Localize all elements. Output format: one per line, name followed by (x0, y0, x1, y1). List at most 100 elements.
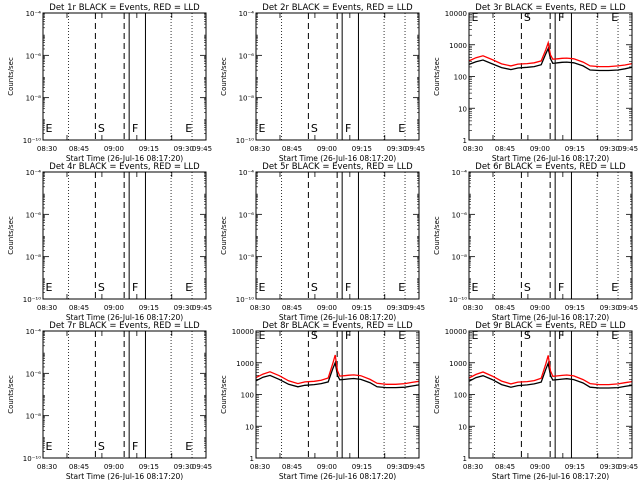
plot-frame (42, 330, 207, 459)
x-tick-label: 09:45 (618, 304, 638, 312)
y-axis-label: Counts/sec (220, 216, 228, 255)
panel-title: Det 7r BLACK = Events, RED = LLD (49, 321, 200, 331)
x-tick-label: 08:30 (250, 145, 270, 153)
x-tick-label: 08:45 (282, 145, 302, 153)
x-tick-label: 09:15 (139, 304, 159, 312)
marker-label-f: F (558, 281, 564, 294)
marker-label-f: F (345, 281, 351, 294)
detector-panel-4: Det 4r BLACK = Events, RED = LLD Counts/s… (7, 162, 212, 322)
panel-title: Det 6r BLACK = Events, RED = LLD (475, 162, 626, 172)
plot-frame (468, 330, 633, 459)
x-tick-label: 08:30 (463, 304, 483, 312)
y-axis-label: Counts/sec (7, 57, 15, 96)
marker-label-e: E (46, 440, 53, 453)
x-tick-label: 09:30 (387, 463, 407, 471)
y-tick-label: 10000 (445, 10, 467, 18)
marker-label-e: E (398, 122, 405, 135)
x-tick-label: 09:45 (405, 463, 425, 471)
y-tick-label: 10 (458, 423, 467, 431)
marker-label-e: E (259, 281, 266, 294)
x-tick-label: 09:00 (317, 304, 337, 312)
y-tick-label: 10000 (232, 328, 254, 336)
marker-label-e: E (472, 329, 479, 342)
panel-title: Det 2r BLACK = Events, RED = LLD (262, 3, 413, 13)
x-tick-label: 09:00 (104, 304, 124, 312)
x-tick-label: 08:30 (250, 304, 270, 312)
x-tick-label: 08:30 (37, 463, 57, 471)
detector-panel-5: Det 5r BLACK = Events, RED = LLD Counts/s… (220, 162, 425, 322)
marker-label-e: E (472, 11, 479, 24)
x-tick-label: 09:45 (618, 145, 638, 153)
x-tick-label: 09:00 (530, 463, 550, 471)
marker-label-s: S (524, 281, 531, 294)
x-tick-label: 09:30 (600, 463, 620, 471)
marker-label-s: S (98, 281, 105, 294)
marker-label-e: E (185, 122, 192, 135)
y-tick-label: 10⁻⁸ (26, 413, 42, 421)
x-tick-label: 09:00 (317, 145, 337, 153)
detector-panel-7: Det 7r BLACK = Events, RED = LLD Counts/s… (7, 321, 212, 480)
y-tick-label: 10⁻⁸ (452, 254, 468, 262)
x-axis-label: Start Time (26-Jul-16 08:17:20) (66, 472, 183, 480)
marker-label-e: E (46, 281, 53, 294)
x-axis-label: Start Time (26-Jul-16 08:17:20) (279, 154, 396, 163)
x-tick-label: 09:45 (192, 145, 212, 153)
x-axis-label: Start Time (26-Jul-16 08:17:20) (66, 154, 183, 163)
x-tick-label: 09:45 (192, 304, 212, 312)
x-tick-label: 08:45 (282, 304, 302, 312)
x-tick-label: 09:15 (565, 304, 585, 312)
marker-label-e: E (472, 281, 479, 294)
x-axis-label: Start Time (26-Jul-16 08:17:20) (492, 313, 609, 322)
y-tick-label: 10⁻⁶ (26, 211, 42, 219)
y-tick-label: 10⁻⁴ (239, 10, 255, 18)
panel-title: Det 3r BLACK = Events, RED = LLD (475, 3, 626, 13)
detector-panel-3: Det 3r BLACK = Events, RED = LLD Counts/s… (433, 3, 638, 163)
detector-panel-1: Det 1r BLACK = Events, RED = LLD Counts/s… (7, 3, 212, 163)
y-tick-label: 10⁻¹⁰ (449, 296, 467, 304)
x-tick-label: 09:00 (317, 463, 337, 471)
marker-label-f: F (132, 122, 138, 135)
marker-label-e: E (185, 440, 192, 453)
series-line-events (255, 360, 420, 389)
x-axis-label: Start Time (26-Jul-16 08:17:20) (279, 313, 396, 322)
x-tick-label: 09:45 (405, 145, 425, 153)
y-axis-label: Counts/sec (433, 375, 441, 414)
y-tick-label: 1 (463, 137, 467, 145)
x-tick-label: 09:45 (405, 304, 425, 312)
y-tick-label: 10000 (445, 328, 467, 336)
plot-frame (255, 330, 420, 459)
y-tick-label: 10⁻⁶ (452, 211, 468, 219)
x-tick-label: 09:15 (565, 463, 585, 471)
detector-panel-6: Det 6r BLACK = Events, RED = LLD Counts/s… (433, 162, 638, 322)
plot-frame (42, 12, 207, 141)
marker-label-s: S (98, 440, 105, 453)
y-axis-label: Counts/sec (433, 57, 441, 96)
x-tick-label: 08:30 (463, 145, 483, 153)
marker-label-f: F (132, 281, 138, 294)
y-tick-label: 10⁻⁸ (239, 95, 255, 103)
x-tick-label: 09:00 (530, 145, 550, 153)
y-tick-label: 10⁻⁴ (26, 169, 42, 177)
plot-frame (468, 171, 633, 300)
x-tick-label: 08:30 (463, 463, 483, 471)
marker-label-f: F (558, 329, 564, 342)
panel-title: Det 1r BLACK = Events, RED = LLD (49, 3, 200, 13)
x-axis-label: Start Time (26-Jul-16 08:17:20) (66, 313, 183, 322)
plot-frame (468, 12, 633, 141)
y-tick-label: 10⁻⁶ (239, 52, 255, 60)
y-axis-label: Counts/sec (220, 375, 228, 414)
series-line-events (468, 46, 633, 72)
x-tick-label: 09:15 (139, 145, 159, 153)
x-tick-label: 08:45 (495, 304, 515, 312)
detector-panel-2: Det 2r BLACK = Events, RED = LLD Counts/s… (220, 3, 425, 163)
x-tick-label: 08:30 (250, 463, 270, 471)
plot-frame (255, 171, 420, 300)
marker-label-f: F (558, 11, 564, 24)
y-tick-label: 1000 (449, 42, 467, 50)
y-tick-label: 100 (454, 74, 467, 82)
y-tick-label: 10⁻¹⁰ (236, 137, 254, 145)
x-tick-label: 09:30 (174, 463, 194, 471)
y-tick-label: 10⁻⁶ (239, 211, 255, 219)
